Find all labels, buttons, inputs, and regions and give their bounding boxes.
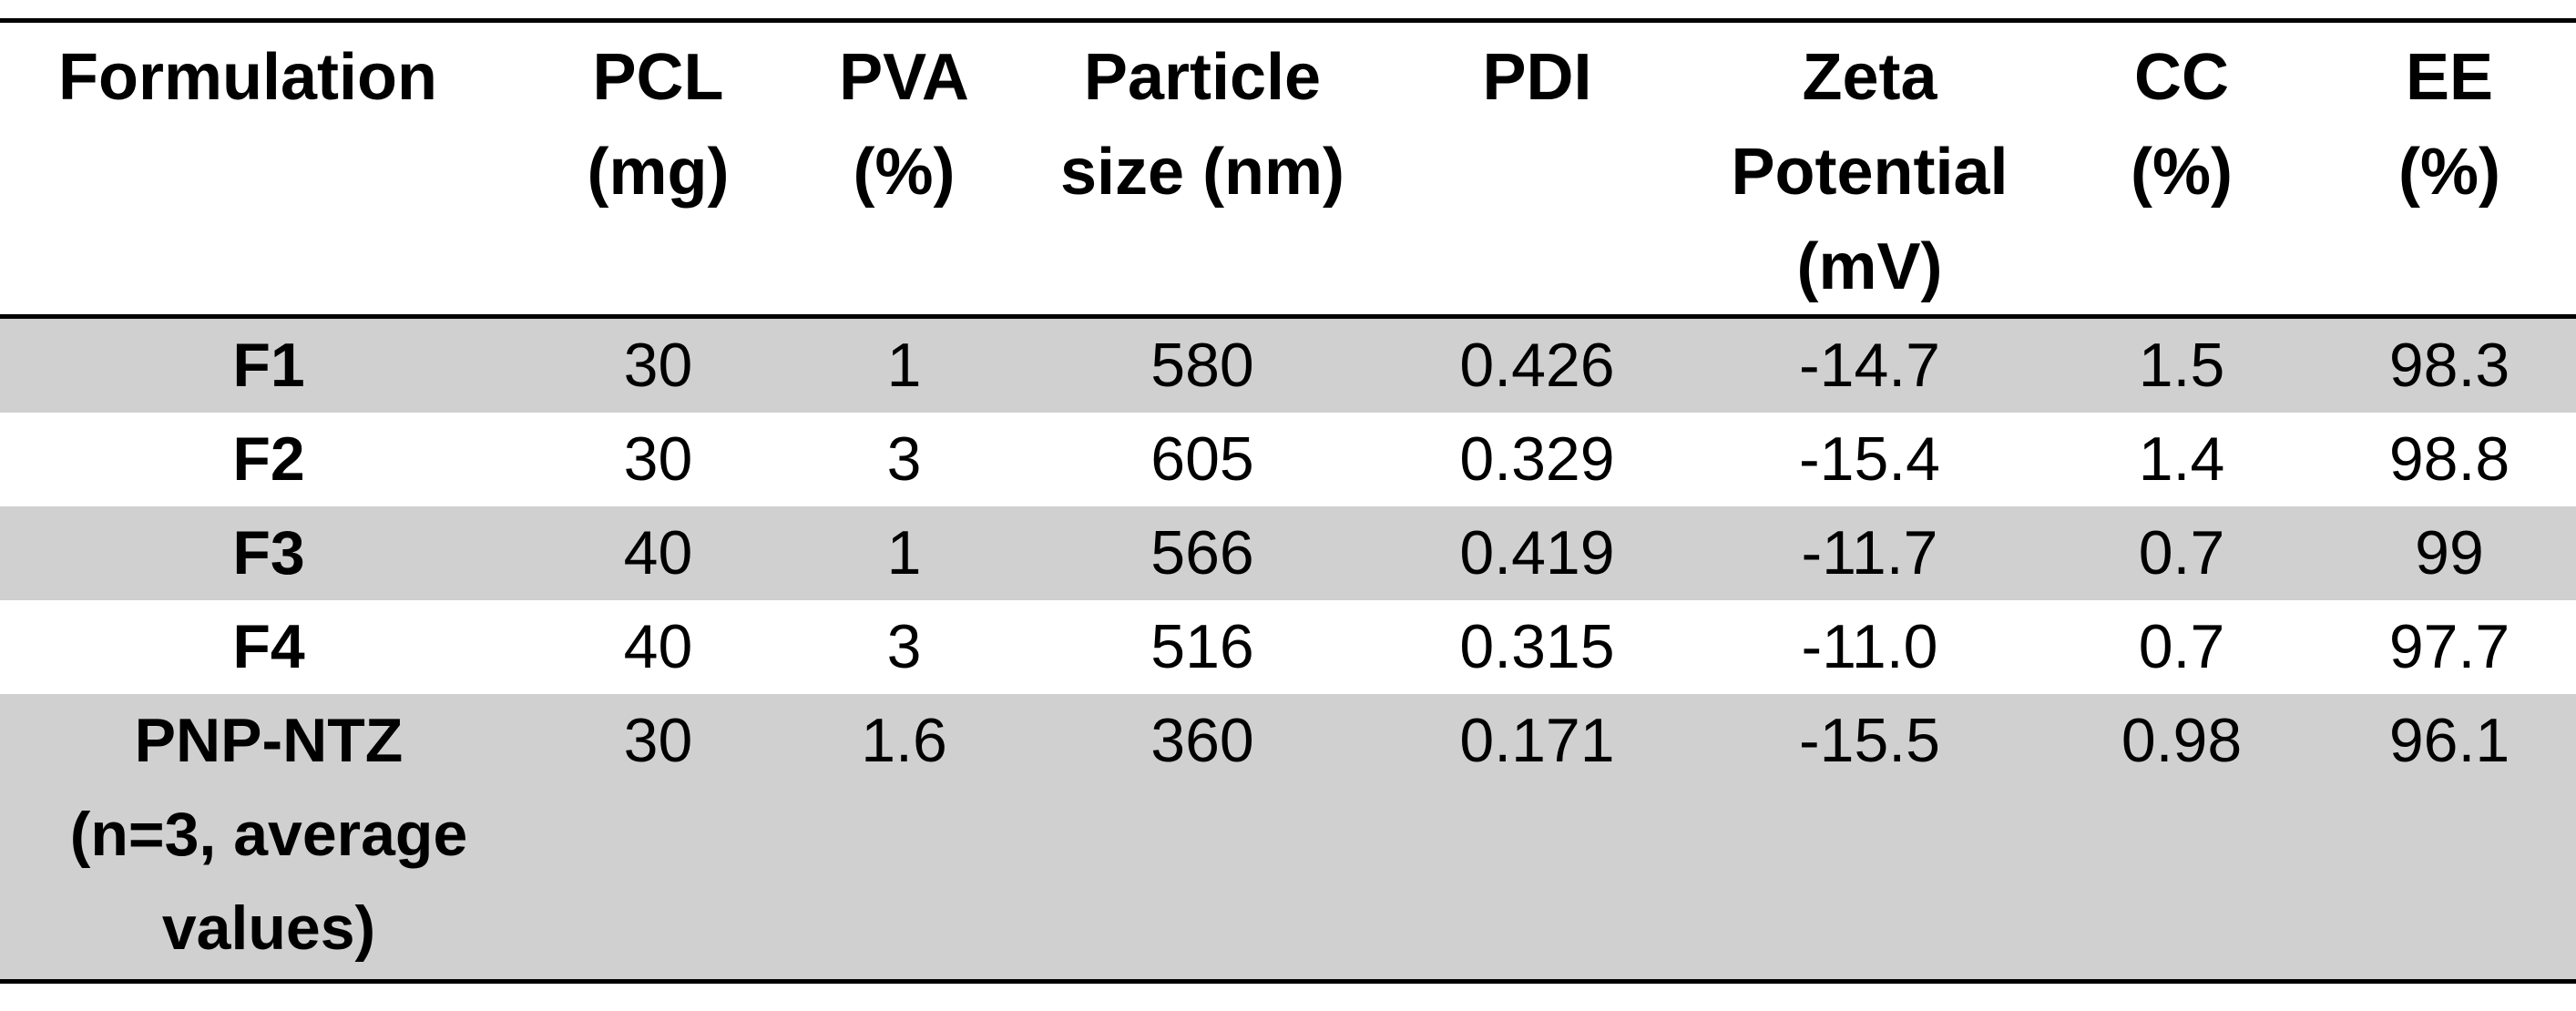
header-particle-size: Particle size (nm) [1029,21,1375,317]
table-row: F4 40 3 516 0.315 -11.0 0.7 97.7 [0,600,2576,694]
cell-formulation: F4 [232,612,305,681]
header-cc-line-2: (%) [2131,136,2233,209]
header-zeta-line-3: (mV) [1796,230,1943,303]
header-cc-line-1: CC [2134,41,2229,114]
table-row: F3 40 1 566 0.419 -11.7 0.7 99 [0,506,2576,600]
cell-pva: 3 [886,612,922,681]
header-zeta-line-2: Potential [1731,136,2009,209]
header-cc: CC (%) [2040,21,2323,317]
cell-formulation: PNP-NTZ (n=3, average values) [0,694,537,982]
header-pdi: PDI [1375,21,1699,317]
cell-size: 580 [1029,316,1375,413]
cell-zeta: -15.4 [1799,424,1940,494]
cell-ee: 98.8 [2388,424,2510,494]
header-zeta-line-1: Zeta [1802,41,1937,114]
cell-zeta: -11.7 [1699,506,2040,600]
header-pdi-line: PDI [1482,41,1592,114]
cell-formulation: F1 [0,316,537,413]
data-table-container: Formulation PCL (mg) PVA (%) Particle si… [0,18,2576,984]
header-pva: PVA (%) [779,21,1029,317]
cell-pcl: 30 [537,316,779,413]
cell-formulation: F2 [232,424,305,494]
cell-pdi: 0.171 [1375,694,1699,982]
header-ee-line-2: (%) [2398,136,2500,209]
cell-size: 360 [1029,694,1375,982]
header-size-line-1: Particle [1083,41,1322,114]
table-row: F2 30 3 605 0.329 -15.4 1.4 98.8 [0,413,2576,506]
cell-cc: 1.5 [2040,316,2323,413]
cell-zeta: -15.5 [1699,694,2040,982]
cell-cc: 0.7 [2040,506,2323,600]
formulation-table: Formulation PCL (mg) PVA (%) Particle si… [0,18,2576,984]
cell-pdi: 0.329 [1459,424,1615,494]
table-row: F1 30 1 580 0.426 -14.7 1.5 98.3 [0,316,2576,413]
cell-pcl: 30 [623,424,693,494]
cell-pdi: 0.426 [1375,316,1699,413]
header-pcl-line-2: (mg) [587,136,730,209]
cell-pva: 1 [779,316,1029,413]
header-pcl: PCL (mg) [537,21,779,317]
formulation-line-1: PNP-NTZ [134,706,404,775]
cell-pdi: 0.419 [1375,506,1699,600]
cell-ee: 97.7 [2388,612,2510,681]
cell-size: 516 [1150,612,1254,681]
formulation-line-3: values) [161,894,376,963]
formulation-line-2: (n=3, average [69,800,468,869]
header-size-line-2: size (nm) [1059,136,1345,209]
header-ee: EE (%) [2323,21,2576,317]
header-row: Formulation PCL (mg) PVA (%) Particle si… [0,20,2576,317]
header-formulation-line: Formulation [58,41,437,114]
cell-zeta: -11.0 [1801,612,1938,681]
header-pva-line-2: (%) [853,136,956,209]
cell-pva: 3 [886,424,922,494]
cell-ee: 96.1 [2323,694,2576,982]
cell-pdi: 0.315 [1459,612,1615,681]
cell-pcl: 40 [623,612,693,681]
header-ee-line-1: EE [2405,41,2494,114]
cell-ee: 99 [2323,506,2576,600]
table-row: PNP-NTZ (n=3, average values) 30 1.6 360… [0,694,2576,982]
cell-pcl: 30 [537,694,779,982]
cell-pva: 1.6 [779,694,1029,982]
cell-cc: 1.4 [2138,424,2225,494]
cell-size: 566 [1029,506,1375,600]
cell-size: 605 [1150,424,1254,494]
header-formulation: Formulation [0,21,537,317]
cell-zeta: -14.7 [1699,316,2040,413]
cell-cc: 0.98 [2040,694,2323,982]
header-pcl-line-1: PCL [592,41,724,114]
header-pva-line-1: PVA [839,41,969,114]
cell-pcl: 40 [537,506,779,600]
cell-formulation: F3 [0,506,537,600]
header-zeta: Zeta Potential (mV) [1699,21,2040,317]
cell-pva: 1 [779,506,1029,600]
cell-cc: 0.7 [2138,612,2225,681]
cell-ee: 98.3 [2323,316,2576,413]
